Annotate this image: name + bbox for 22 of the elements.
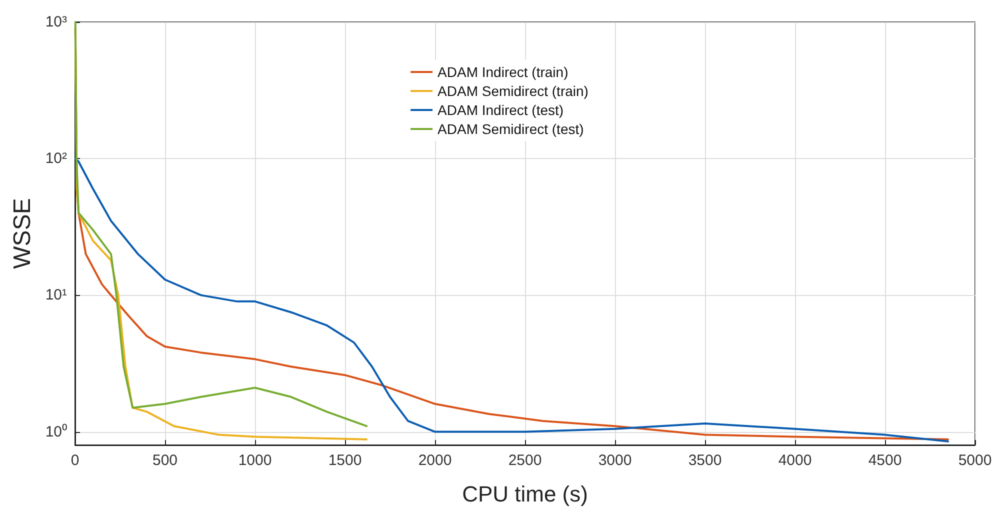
line-series xyxy=(74,158,949,442)
x-axis-title: CPU time (s) xyxy=(462,482,588,506)
x-tick-label: 5000 xyxy=(958,452,992,469)
x-tick-label: 1500 xyxy=(328,452,362,469)
x-tick-label: 3000 xyxy=(598,452,632,469)
y-tick-label: 10² xyxy=(45,150,67,168)
x-tick-label: 3500 xyxy=(688,452,722,469)
x-tick-label: 4000 xyxy=(778,452,812,469)
legend-label: ADAM Indirect (train) xyxy=(438,64,568,80)
y-tick-label: 10⁰ xyxy=(45,423,67,440)
x-tick-label: 0 xyxy=(70,452,80,469)
x-tick-label: 2500 xyxy=(508,452,542,469)
x-tick-label: 500 xyxy=(152,452,178,469)
legend-label: ADAM Semidirect (train) xyxy=(438,83,588,99)
y-tick-label: 10³ xyxy=(45,14,67,30)
x-tick-label: 1000 xyxy=(238,452,272,469)
legend-label: ADAM Indirect (test) xyxy=(438,102,564,118)
x-tick-label: 2000 xyxy=(418,452,452,469)
x-tick-label: 4500 xyxy=(868,452,902,469)
legend-label: ADAM Semidirect (test) xyxy=(438,121,584,137)
y-tick-label: 10¹ xyxy=(45,286,67,304)
y-axis-title: WSSE xyxy=(8,198,36,269)
